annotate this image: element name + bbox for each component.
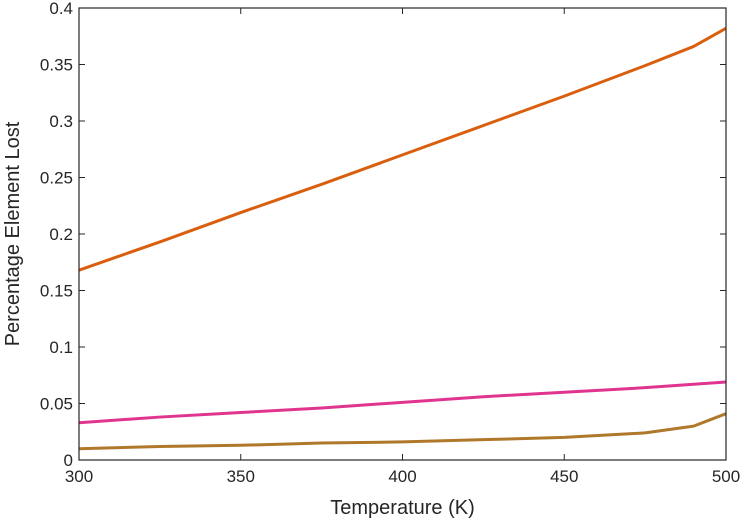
y-tick-label: 0.35 <box>40 56 73 75</box>
y-tick-label: 0.05 <box>40 395 73 414</box>
x-tick-label: 300 <box>65 467 93 486</box>
y-tick-label: 0.3 <box>49 112 73 131</box>
y-tick-label: 0 <box>64 451 73 470</box>
axis-ticks-layer: 300 350 400 450 500 0 0.05 0.1 0.15 0.2 0.25 0.3 0.3… <box>40 0 740 486</box>
series-line-1 <box>78 27 727 272</box>
series-line-3 <box>78 412 727 451</box>
data-lines-layer <box>78 27 727 451</box>
y-tick-label: 0.25 <box>40 169 73 188</box>
x-axis-label: Temperature (K) <box>330 497 475 519</box>
y-tick-label: 0.1 <box>49 338 73 357</box>
series-line-2 <box>78 380 727 425</box>
x-tick-label: 350 <box>227 467 255 486</box>
x-tick-label: 450 <box>550 467 578 486</box>
x-tick-label: 400 <box>388 467 416 486</box>
y-tick-label: 0.2 <box>49 225 73 244</box>
y-tick-label: 0.4 <box>49 0 73 18</box>
y-tick-label: 0.15 <box>40 282 73 301</box>
y-axis-label: Percentage Element Lost <box>2 121 24 346</box>
plot-area-frame <box>78 7 727 461</box>
x-tick-label: 500 <box>712 467 740 486</box>
